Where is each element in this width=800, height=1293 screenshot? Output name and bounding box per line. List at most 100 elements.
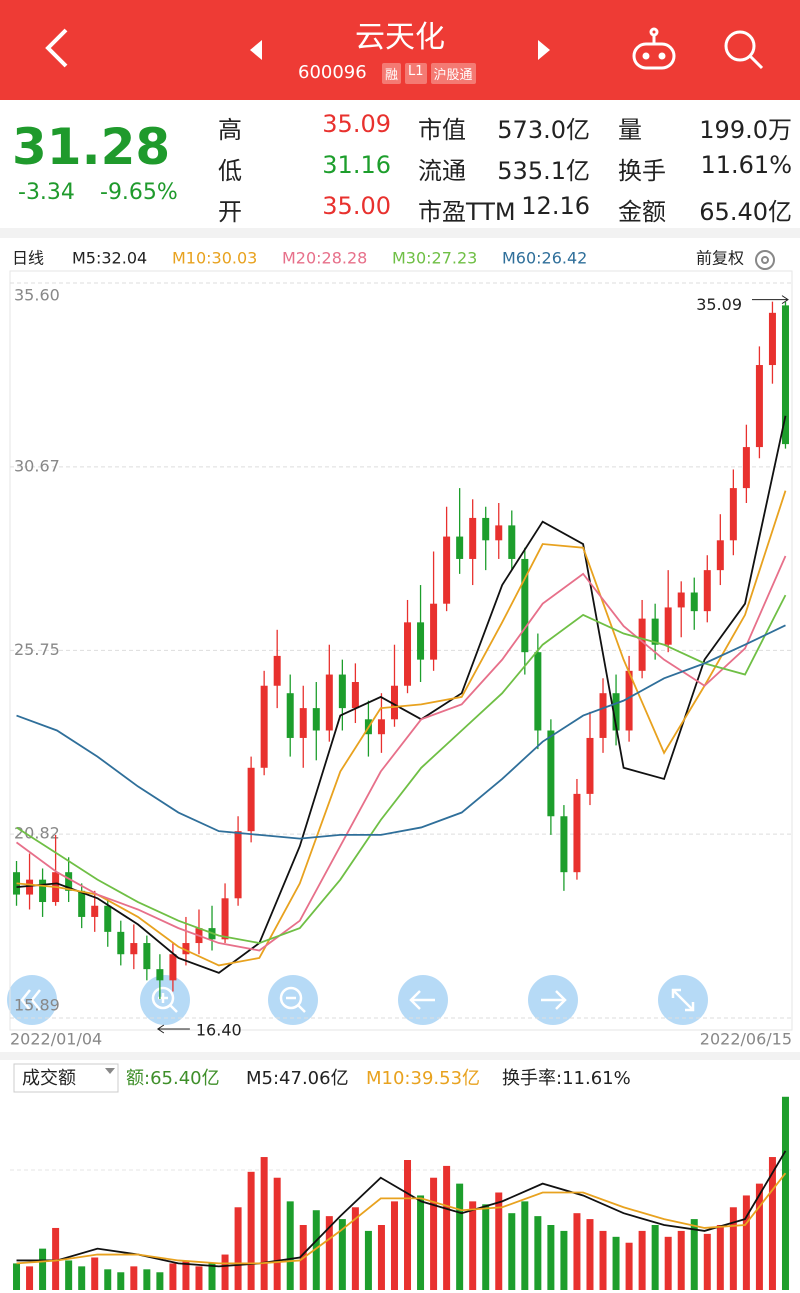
- quote-value: 535.1亿: [497, 157, 590, 185]
- robot-icon[interactable]: [632, 27, 676, 70]
- settings-icon[interactable]: [755, 250, 775, 270]
- volume-bar: [404, 1160, 412, 1290]
- divider: [0, 1052, 800, 1060]
- volume-bar: [599, 1230, 607, 1290]
- volume-bar: [573, 1213, 581, 1290]
- quote-label: 高: [218, 116, 242, 144]
- quote-label: 开: [218, 198, 242, 226]
- volume-bar: [351, 1207, 359, 1290]
- volume-bar: [182, 1260, 190, 1290]
- quote-value: 573.0亿: [497, 116, 590, 144]
- prev-stock[interactable]: [250, 40, 262, 60]
- candle-body: [117, 931, 125, 955]
- volume-bar: [521, 1201, 529, 1290]
- candle-body: [534, 652, 542, 731]
- volume-bar: [39, 1248, 47, 1290]
- candle-body: [104, 905, 112, 932]
- quote-label: 换手: [618, 157, 666, 185]
- quote-label: 低: [218, 157, 242, 185]
- period-label: 日线: [12, 249, 44, 268]
- volume-bar: [286, 1201, 294, 1290]
- toolbar: [7, 975, 708, 1025]
- ma-line: [16, 594, 787, 944]
- legend-entry: M60:26.42: [502, 249, 587, 268]
- badge: 沪股通: [430, 63, 476, 84]
- legend-entry: M10:30.03: [172, 249, 257, 268]
- volume-bar: [716, 1225, 724, 1290]
- candle-body: [651, 618, 659, 645]
- volume-bar: [677, 1230, 685, 1290]
- candle-body: [130, 943, 138, 955]
- volume-bar: [247, 1171, 255, 1290]
- volume-bar: [560, 1230, 568, 1290]
- candle-body: [599, 693, 607, 738]
- volume-bar: [742, 1195, 750, 1290]
- candle-body: [755, 365, 763, 448]
- volume-bar: [729, 1207, 737, 1290]
- candle-body: [703, 570, 711, 612]
- volume-bar: [143, 1269, 151, 1290]
- quote-value: 35.09: [322, 110, 391, 138]
- volume-bar: [338, 1219, 346, 1290]
- quote-value: 199.0万: [699, 116, 792, 144]
- x-start-label: 2022/01/04: [10, 1030, 102, 1049]
- candle-body: [495, 525, 503, 541]
- ma-line: [15, 555, 787, 952]
- candle-body: [664, 607, 672, 645]
- volume-bar: [312, 1210, 320, 1290]
- candle-body: [560, 816, 568, 873]
- quote-value: 65.40亿: [699, 198, 792, 226]
- x-end-label: 2022/06/15: [700, 1030, 792, 1049]
- legend-entry: M30:27.23: [392, 249, 477, 268]
- candle-body: [469, 517, 477, 559]
- high-annotation: 35.09: [696, 295, 742, 314]
- volume-bar: [781, 1096, 789, 1290]
- candle-body: [65, 872, 73, 891]
- candle-body: [156, 969, 164, 981]
- volume-bar: [534, 1216, 542, 1290]
- quote-value: 31.16: [322, 151, 391, 179]
- search-icon[interactable]: [724, 30, 764, 70]
- candle-body: [430, 603, 438, 660]
- volume-bar: [390, 1201, 398, 1290]
- candle-body: [456, 536, 464, 559]
- badge: L1: [405, 63, 427, 84]
- candle-body: [273, 655, 281, 686]
- candle-body: [547, 730, 555, 817]
- candle-body: [377, 719, 385, 735]
- volume-amount: 额:65.40亿: [126, 1068, 220, 1089]
- candle-body: [508, 525, 516, 559]
- volume-selector: 成交额: [22, 1068, 76, 1089]
- volume-bar: [456, 1183, 464, 1290]
- volume-bar: [117, 1272, 125, 1290]
- y-tick-label: 25.75: [14, 640, 60, 659]
- y-tick-label: 15.89: [14, 996, 60, 1015]
- ma-line: [16, 490, 787, 967]
- selector-box[interactable]: [13, 1063, 119, 1093]
- candle-body: [286, 693, 294, 738]
- candle-body: [299, 708, 307, 738]
- adjust-label: 前复权: [696, 249, 744, 268]
- badges: 融 L1 沪股通: [382, 63, 476, 84]
- next-stock[interactable]: [538, 40, 550, 60]
- turnover-label: 换手率:11.61%: [502, 1068, 631, 1089]
- volume-bar: [586, 1219, 594, 1290]
- candle-body: [690, 592, 698, 612]
- candle-body: [404, 622, 412, 686]
- y-tick-label: 30.67: [14, 456, 60, 475]
- volume-bar: [325, 1216, 333, 1290]
- candle-body: [312, 708, 320, 731]
- volume-bar: [638, 1230, 646, 1290]
- volume-bar: [443, 1165, 451, 1290]
- badge: 融: [382, 63, 402, 84]
- legend-entry: M20:28.28: [282, 249, 367, 268]
- zoom-in-button[interactable]: [140, 975, 190, 1025]
- zoom-out-button[interactable]: [268, 975, 318, 1025]
- volume-bar: [469, 1201, 477, 1290]
- volume-bar: [547, 1225, 555, 1290]
- quote-label: 金额: [618, 198, 666, 226]
- back-button[interactable]: [45, 28, 68, 68]
- legend-entry: M5:32.04: [72, 249, 147, 268]
- volume-bar: [221, 1254, 229, 1290]
- last-price: 31.28: [12, 118, 171, 176]
